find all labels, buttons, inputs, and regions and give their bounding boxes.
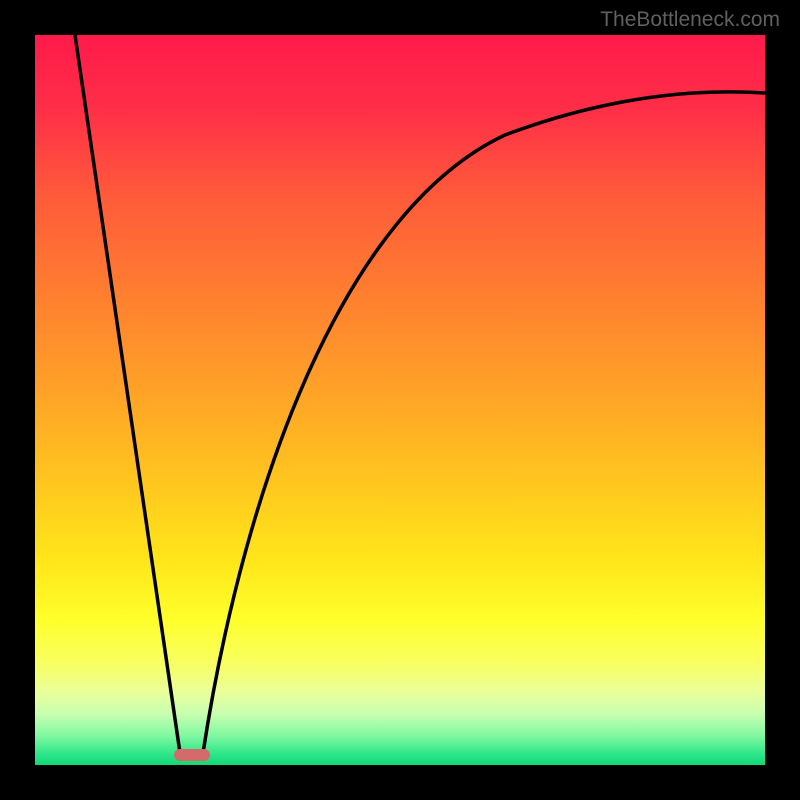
optimum-marker [174,749,210,761]
curve-left-branch [75,35,180,753]
bottleneck-curve [35,35,765,765]
curve-right-branch [203,92,765,753]
watermark-text: TheBottleneck.com [600,8,780,32]
plot-area [35,35,765,765]
